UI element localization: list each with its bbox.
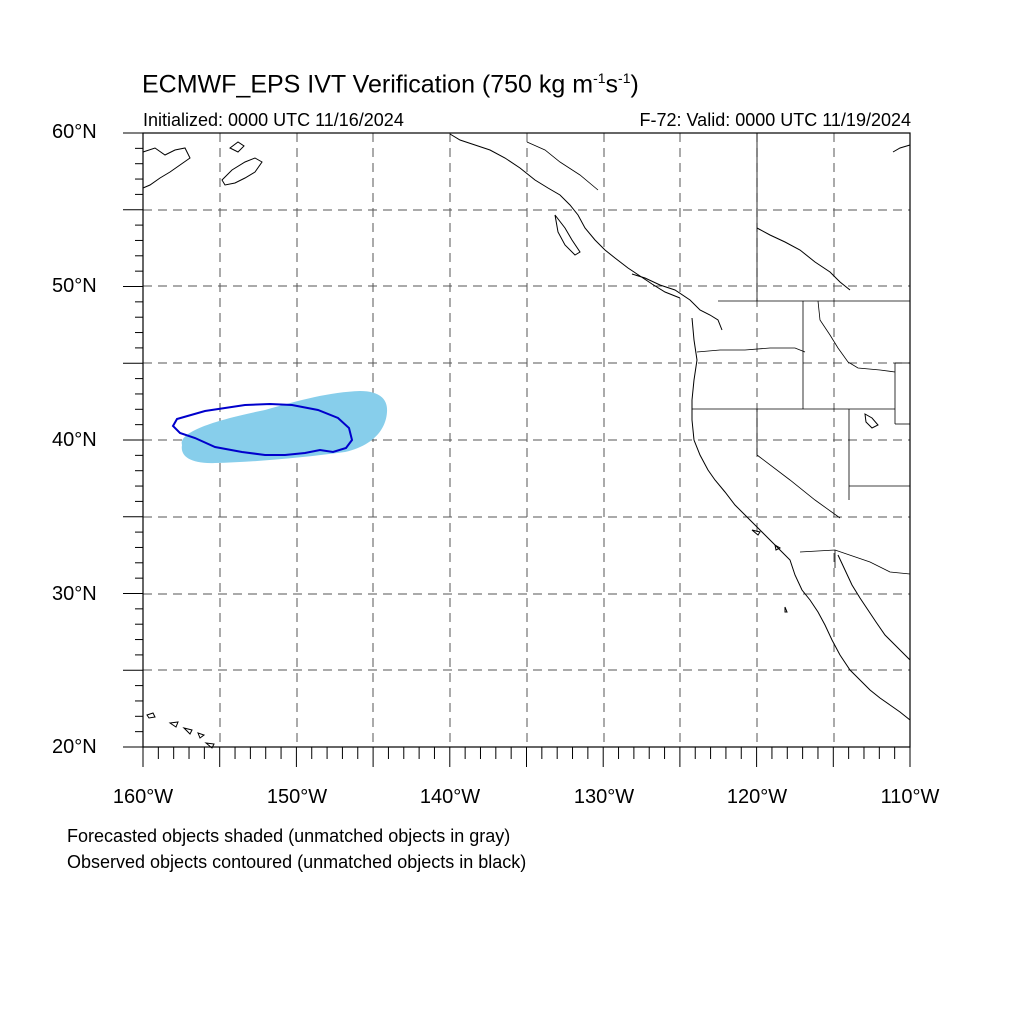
title-sup-1: -1 (593, 70, 606, 86)
title-mid: s (605, 70, 619, 99)
lon-label-140w: 140°W (419, 786, 481, 808)
lat-label-60: 60°N (52, 121, 97, 143)
observed-note: Observed objects contoured (unmatched ob… (67, 852, 527, 872)
title-main: ECMWF_EPS IVT Verification (750 kg m (142, 70, 594, 99)
lon-label-130w: 130°W (573, 786, 635, 808)
observed-contour (171, 402, 354, 456)
title-end: ) (630, 70, 639, 99)
map-title: ECMWF_EPS IVT Verification (750 kg m-1s-… (142, 70, 639, 99)
lat-label-50: 50°N (52, 275, 97, 297)
coastlines (142, 133, 911, 749)
valid-label: F-72: Valid: 0000 UTC 11/19/2024 (639, 110, 912, 130)
lon-label-110w: 110°W (880, 786, 940, 808)
lon-label-160w: 160°W (112, 786, 174, 808)
forecast-note: Forecasted objects shaded (unmatched obj… (67, 826, 511, 846)
forecast-object (181, 391, 388, 464)
lon-label-120w: 120°W (726, 786, 788, 808)
lat-label-40: 40°N (52, 429, 97, 451)
initialized-label: Initialized: 0000 UTC 11/16/2024 (143, 110, 404, 130)
title-sup-2: -1 (618, 70, 631, 86)
axis-ticks (123, 132, 911, 767)
lat-label-20: 20°N (52, 736, 97, 758)
political-borders (526, 133, 911, 575)
lat-label-30: 30°N (52, 583, 97, 605)
lon-label-150w: 150°W (266, 786, 328, 808)
